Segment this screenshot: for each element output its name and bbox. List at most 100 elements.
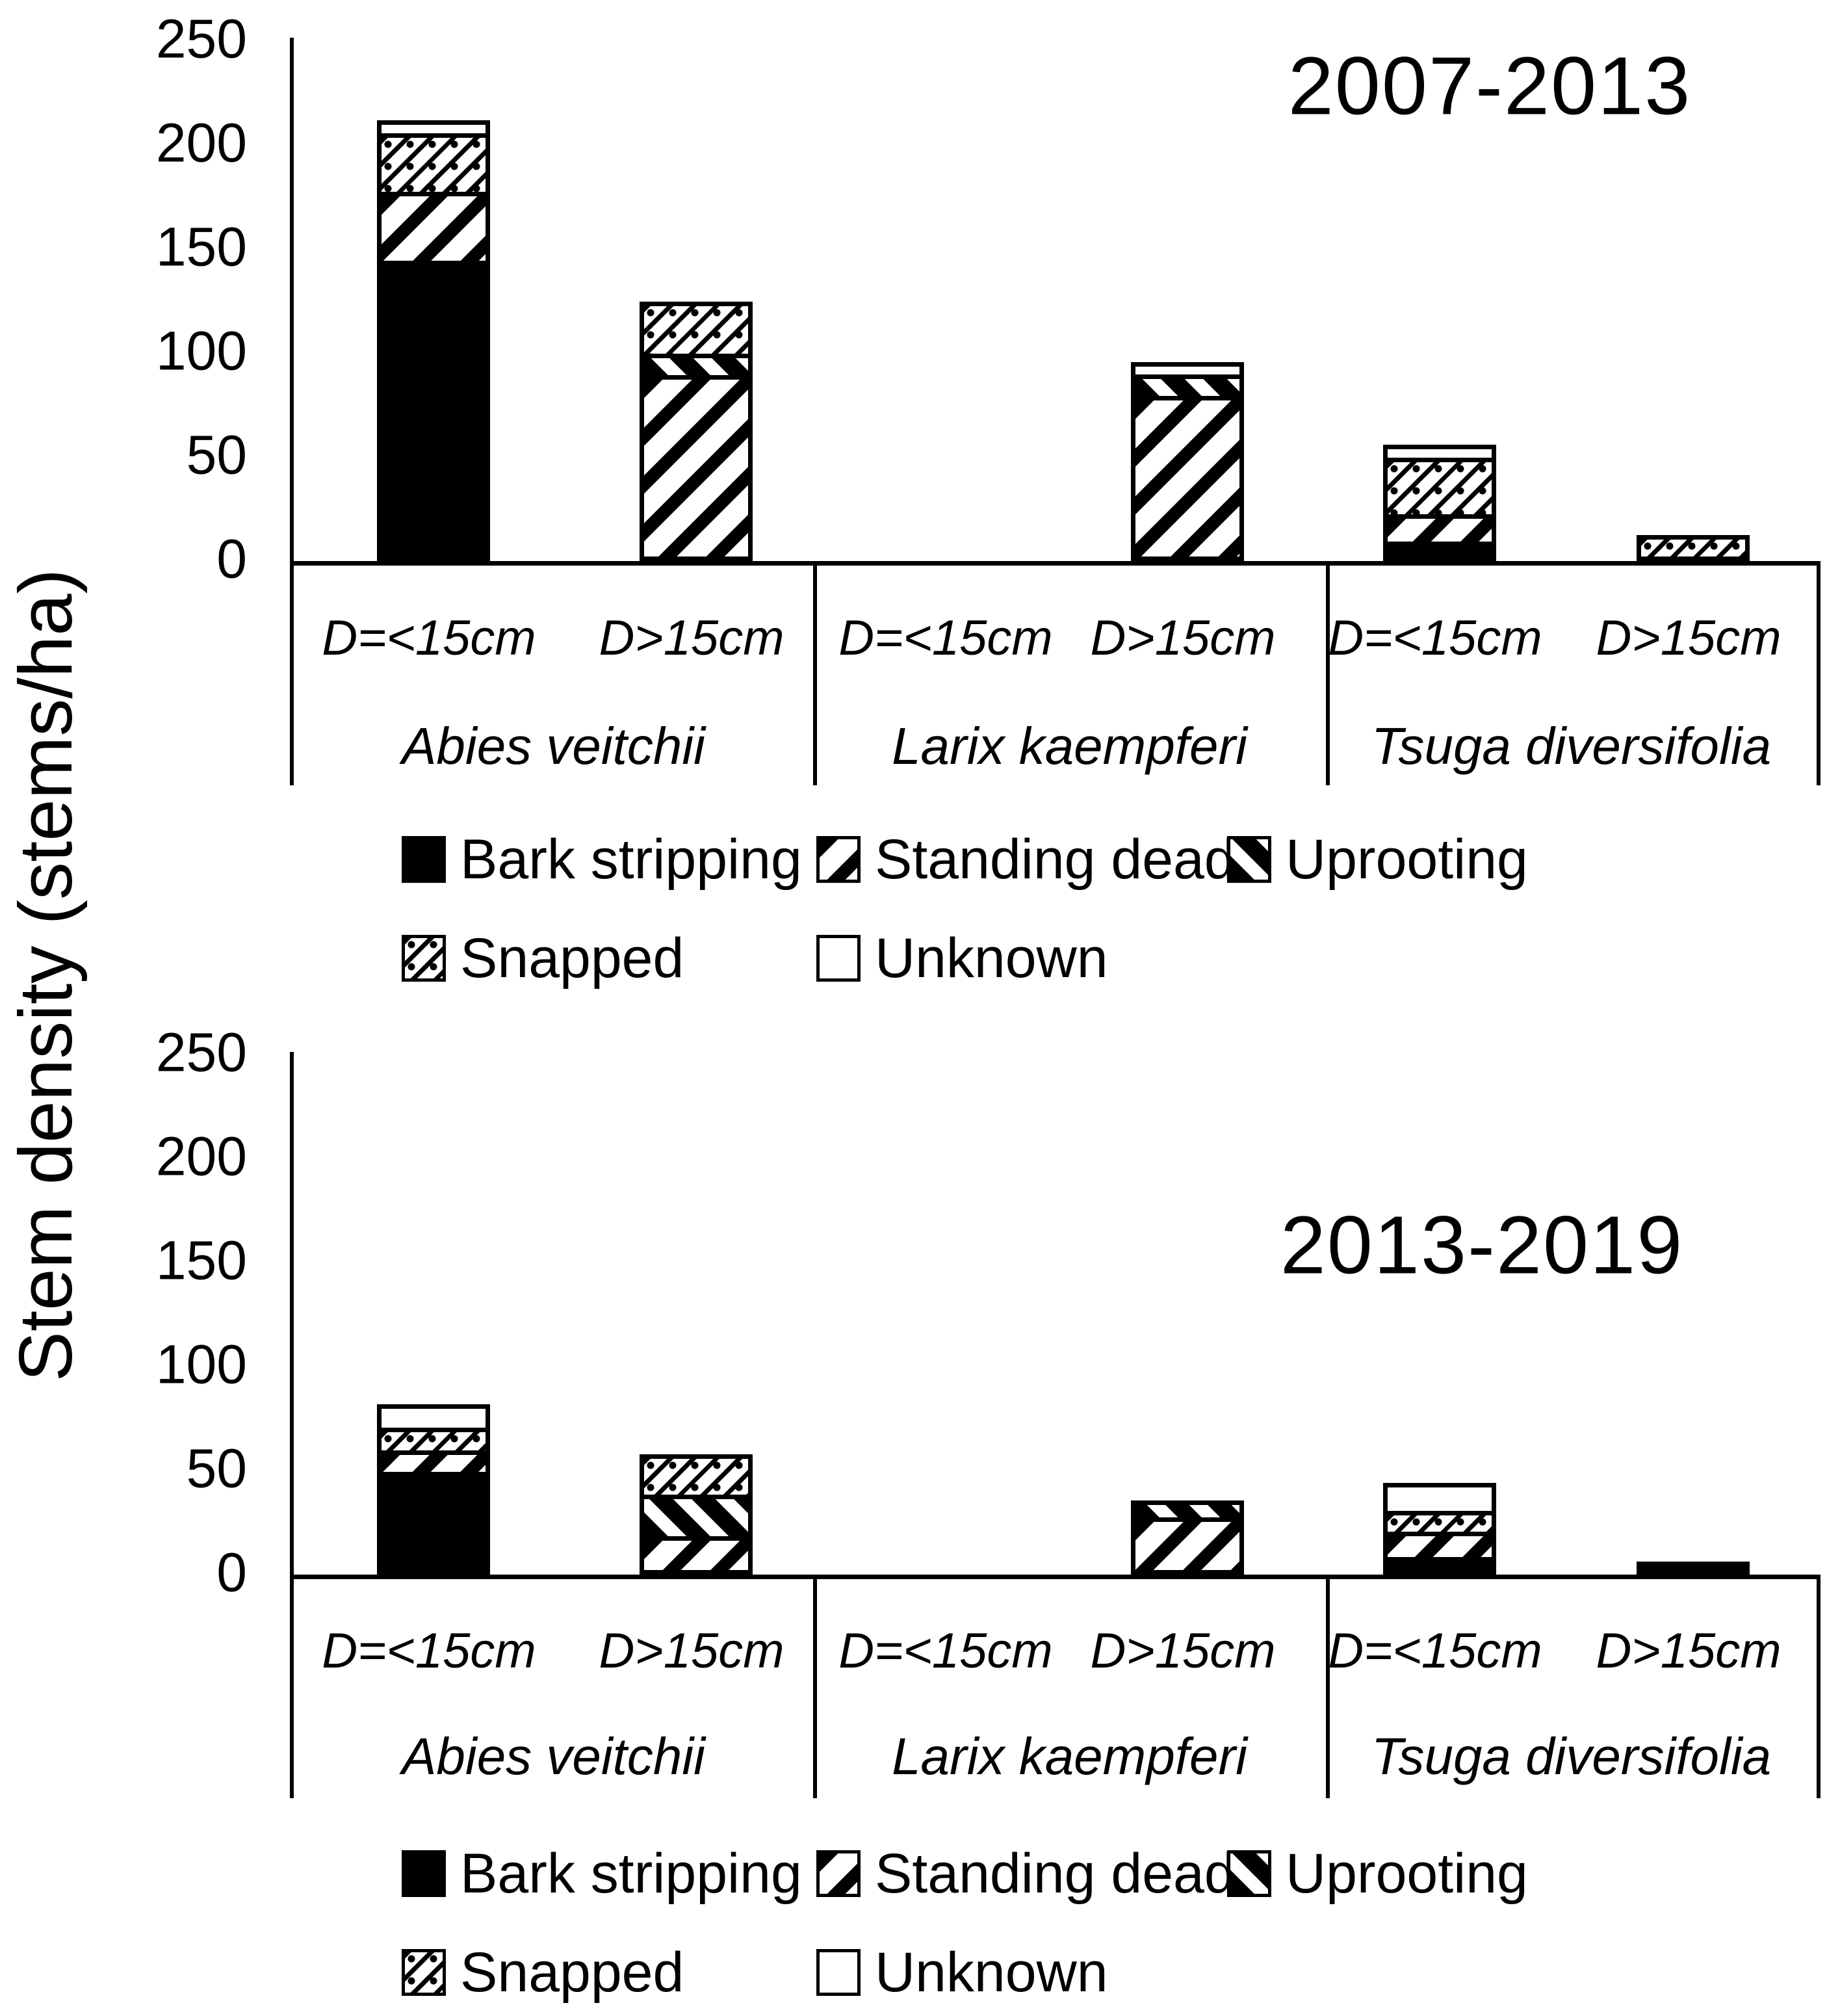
segment-snapped (1388, 457, 1492, 514)
legend-swatch-uprooting-icon (1227, 1850, 1271, 1897)
segment-snapped (1388, 1510, 1492, 1532)
segment-bark (382, 261, 486, 556)
legend-label: Uprooting (1286, 828, 1528, 891)
legend-item-bark: Bark stripping (402, 831, 802, 887)
species-label: Abies veitchii (402, 717, 705, 775)
legend-label: Standing dead (875, 828, 1236, 891)
stacked-bar-2013-2019 (1131, 1500, 1244, 1575)
y-tick-label: 150 (155, 216, 247, 278)
legend-item-unknown: Unknown (816, 1944, 1108, 2000)
y-tick-label: 200 (155, 112, 247, 174)
species-label: Tsuga diversifolia (1371, 1727, 1772, 1785)
category-box-right-edge (1817, 561, 1821, 785)
legend-item-bark: Bark stripping (402, 1846, 802, 1902)
species-divider (813, 1579, 817, 1798)
y-tick-label: 200 (155, 1125, 247, 1187)
stacked-bar-2007-2013 (377, 120, 490, 561)
stacked-bar-2007-2013 (1131, 361, 1244, 561)
y-tick-label: 100 (155, 1333, 247, 1395)
segment-bark (382, 1472, 486, 1570)
legend-label: Unknown (875, 1941, 1108, 2004)
diameter-class-label: D=<15cm (1328, 610, 1542, 666)
segment-snapped (1641, 540, 1745, 556)
segment-unknown (1388, 449, 1492, 458)
y-axis-line (290, 38, 294, 785)
legend-swatch-bark-icon (402, 836, 446, 883)
y-tick-label: 0 (216, 528, 247, 590)
legend-item-standing: Standing dead (816, 1846, 1236, 1902)
legend-label: Unknown (875, 927, 1108, 989)
segment-uprooting (1135, 1505, 1239, 1518)
segment-snapped (382, 133, 486, 192)
y-tick-label: 100 (155, 320, 247, 382)
segment-standing (1135, 396, 1239, 556)
species-label: Larix kaempferi (892, 1727, 1247, 1785)
segment-standing (644, 1536, 748, 1570)
species-label: Tsuga diversifolia (1371, 717, 1772, 775)
diameter-class-label: D=<15cm (1328, 1623, 1542, 1679)
segment-standing (1388, 1532, 1492, 1558)
legend-swatch-unknown-icon (816, 1949, 861, 1996)
legend-item-unknown: Unknown (816, 930, 1108, 986)
segment-snapped (644, 306, 748, 354)
stacked-bar-2013-2019 (1637, 1561, 1750, 1575)
legend-label: Standing dead (875, 1842, 1236, 1905)
stacked-bar-2007-2013 (1637, 535, 1750, 561)
stacked-bar-2013-2019 (377, 1404, 490, 1575)
x-axis-line (290, 561, 1821, 566)
stacked-bar-2013-2019 (640, 1454, 753, 1575)
legend-swatch-standing-icon (816, 1850, 861, 1897)
segment-standing (644, 375, 748, 556)
segment-unknown (1135, 366, 1239, 375)
segment-unknown (1388, 1487, 1492, 1511)
y-tick-label: 50 (186, 424, 247, 486)
diameter-class-label: D>15cm (599, 610, 784, 666)
legend-label: Uprooting (1286, 1842, 1528, 1905)
diameter-class-label: D=<15cm (322, 610, 536, 666)
segment-standing (1135, 1517, 1239, 1570)
segment-uprooting (644, 1494, 748, 1537)
legend-swatch-unknown-icon (816, 935, 861, 982)
species-divider (1326, 566, 1330, 785)
y-tick-label: 0 (216, 1541, 247, 1603)
species-divider (813, 566, 817, 785)
diameter-class-label: D>15cm (599, 1623, 784, 1679)
legend-swatch-snapped-icon (402, 1949, 446, 1996)
legend-label: Snapped (460, 1941, 684, 2004)
species-label: Abies veitchii (402, 1727, 705, 1785)
segment-standing (382, 1450, 486, 1472)
legend-item-standing: Standing dead (816, 831, 1236, 887)
segment-bark (1388, 542, 1492, 556)
legend-swatch-bark-icon (402, 1850, 446, 1897)
species-divider (1326, 1579, 1330, 1798)
species-label: Larix kaempferi (892, 717, 1247, 775)
segment-unknown (382, 1408, 486, 1428)
diameter-class-label: D=<15cm (838, 1623, 1053, 1679)
legend-item-uprooting: Uprooting (1227, 831, 1528, 887)
segment-bark (1641, 1565, 1745, 1570)
segment-snapped (644, 1459, 748, 1495)
legend-swatch-standing-icon (816, 836, 861, 883)
y-tick-label: 150 (155, 1229, 247, 1291)
legend-label: Bark stripping (460, 1842, 802, 1905)
segment-snapped (382, 1427, 486, 1451)
y-tick-label: 250 (155, 8, 247, 70)
y-tick-label: 250 (155, 1021, 247, 1083)
stacked-bar-2013-2019 (1383, 1483, 1496, 1575)
legend-label: Snapped (460, 927, 684, 989)
legend-item-snapped: Snapped (402, 930, 684, 986)
stacked-bar-2007-2013 (640, 301, 753, 561)
legend-label: Bark stripping (460, 828, 802, 891)
segment-standing (1388, 514, 1492, 542)
stacked-bar-2007-2013 (1383, 445, 1496, 561)
diameter-class-label: D=<15cm (838, 610, 1053, 666)
diameter-class-label: D>15cm (1596, 1623, 1782, 1679)
y-tick-label: 50 (186, 1437, 247, 1499)
segment-uprooting (1135, 374, 1239, 396)
legend-swatch-snapped-icon (402, 935, 446, 982)
legend-item-snapped: Snapped (402, 1944, 684, 2000)
chart-title-2007-2013: 2007-2013 (1288, 40, 1692, 132)
diameter-class-label: D>15cm (1090, 610, 1276, 666)
y-axis-line (290, 1052, 294, 1798)
